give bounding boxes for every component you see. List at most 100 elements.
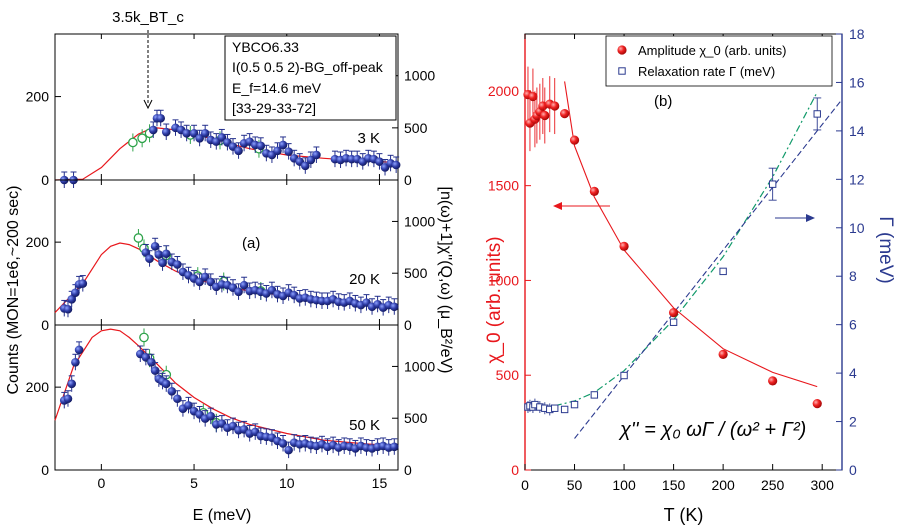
panel-a-label: (a)	[242, 235, 260, 252]
y-tick-label-right: 16	[849, 74, 865, 90]
y-tick-label-right: 14	[849, 123, 865, 139]
x-tick-label: 250	[761, 477, 785, 493]
filled-point	[63, 304, 73, 314]
y-tick-label-right: 2	[849, 414, 857, 430]
rate-point	[560, 405, 569, 414]
amplitude-point	[589, 186, 599, 196]
filled-point	[389, 442, 399, 452]
legend: Amplitude χ_0 (arb. units) Relaxation rat…	[605, 35, 833, 87]
filled-point	[184, 401, 193, 410]
left-xlabel: E (meV)	[193, 507, 252, 524]
right-figure: 0 50 100 150 200 250 300 0 500 1000 1500 2000 0 2 4 6 8 1…	[484, 26, 896, 525]
filled-point	[74, 345, 84, 355]
filled-point	[195, 277, 204, 287]
amplitude-point	[540, 110, 550, 121]
rate-point	[768, 180, 777, 188]
right-ylabel: [n(ω)+1]χ''(Q,ω) (μ_B²/eV)	[437, 187, 454, 374]
y-tick-label-left: 0	[41, 172, 49, 188]
panel-temp-label: 20 K	[349, 271, 380, 288]
x-tick-label: 100	[612, 477, 636, 493]
y-axis-label-left: χ_0 (arb. units)	[484, 236, 505, 363]
filled-point	[71, 288, 80, 297]
y-tick-label-right: 8	[849, 268, 857, 284]
y-tick-label-right: 0	[849, 462, 857, 478]
y-tick-label-left: 200	[26, 379, 50, 395]
tc-annotation: 3.5k_BT_c	[112, 9, 184, 26]
panel-20K: 0 200 0 500 1000 20 K	[26, 179, 435, 333]
panel-3K: 0 200 0 500 1000 3 K	[26, 33, 435, 188]
y-tick-label-left: 0	[41, 462, 49, 478]
filled-point	[284, 147, 293, 156]
right-arrow-head	[806, 214, 815, 222]
filled-point	[312, 150, 321, 160]
fit-curve	[54, 328, 399, 447]
filled-point	[150, 241, 160, 251]
info-line-3: E_f=14.6 meV	[232, 80, 322, 96]
filled-point	[63, 394, 73, 404]
amplitude-point	[569, 135, 580, 145]
filled-point	[182, 128, 191, 138]
open-point	[133, 233, 144, 243]
amplitude-point	[619, 241, 629, 251]
y-tick-label-right: 500	[404, 410, 428, 426]
amplitude-point	[528, 91, 538, 102]
y-tick-label-right: 500	[404, 265, 428, 281]
y-axis-label-right: Γ (meV)	[875, 216, 896, 283]
x-tick-label: 50	[567, 477, 583, 493]
x-tick-label: 200	[711, 477, 735, 493]
filled-point	[375, 157, 384, 166]
filled-point	[284, 445, 293, 455]
y-tick-label-left: 200	[26, 234, 50, 250]
panel-b: 0 50 100 150 200 250 300 0 500 1000 1500 2000 0 2 4 6 8 1…	[484, 26, 896, 525]
amplitude-point	[812, 399, 822, 409]
filled-point	[67, 295, 76, 304]
x-tick-label: 0	[521, 477, 529, 493]
panel-b-label: (b)	[654, 93, 672, 110]
left-arrow-head	[553, 202, 562, 210]
y-tick-label-left: 1000	[488, 272, 519, 288]
x-tick-label: 15	[372, 475, 388, 491]
open-point	[137, 133, 147, 144]
legend-box	[605, 35, 833, 87]
filled-point	[256, 141, 266, 151]
x-tick-label: 150	[662, 477, 686, 493]
open-point	[128, 137, 138, 148]
filled-point	[239, 280, 249, 290]
rate-point	[590, 391, 599, 399]
y-tick-label-right: 1000	[404, 213, 435, 229]
filled-point	[200, 128, 210, 138]
filled-point	[154, 250, 164, 259]
filled-point	[156, 113, 165, 123]
x-tick-label: 5	[190, 475, 198, 491]
filled-point	[278, 439, 288, 448]
filled-point	[67, 379, 76, 389]
panel-temp-label: 3 K	[357, 130, 380, 147]
y-tick-label-right: 10	[849, 220, 865, 236]
info-line-4: [33-29-33-72]	[232, 100, 316, 116]
y-tick-label-right: 1000	[404, 358, 435, 374]
filled-point	[206, 411, 216, 421]
open-point	[139, 332, 149, 343]
y-tick-label-right: 18	[849, 26, 865, 42]
filled-point	[217, 133, 227, 142]
legend-label-amplitude: Amplitude χ_0 (arb. units)	[638, 43, 786, 58]
filled-point	[234, 146, 243, 156]
y-tick-label-right: 0	[404, 172, 412, 188]
x-tick-label: 0	[97, 475, 105, 491]
filled-point	[173, 260, 182, 269]
y-tick-label-left: 500	[496, 367, 520, 383]
tc-arrow-head	[143, 99, 153, 110]
y-tick-label-left: 0	[511, 462, 519, 478]
y-tick-label-right: 0	[404, 462, 412, 478]
filled-point	[71, 357, 80, 367]
y-tick-label-left: 200	[26, 89, 50, 105]
panel-frame	[54, 324, 399, 471]
legend-marker-amplitude	[617, 45, 627, 55]
filled-point	[391, 160, 401, 170]
filled-point	[234, 287, 243, 297]
filled-point	[273, 146, 282, 156]
y-tick-label-right: 4	[849, 365, 857, 381]
filled-point	[150, 366, 160, 375]
filled-point	[78, 279, 88, 288]
